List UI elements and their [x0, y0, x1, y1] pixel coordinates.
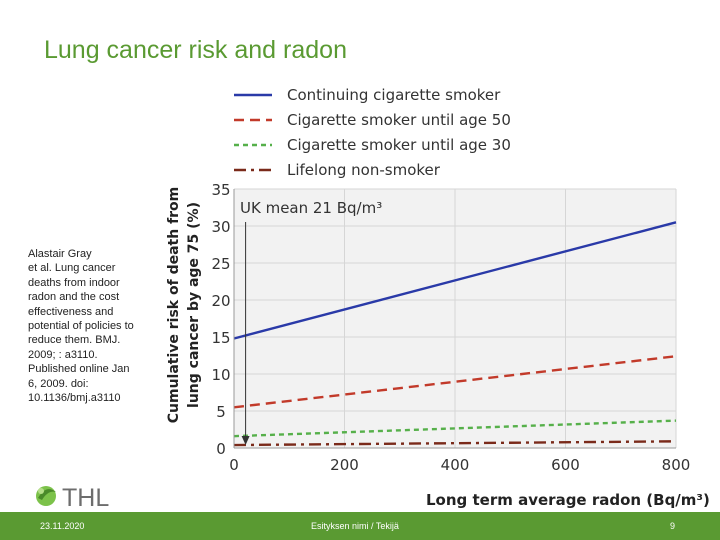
x-tick-label: 600: [551, 456, 580, 474]
y-tick-label: 5: [216, 403, 226, 421]
slide-title: Lung cancer risk and radon: [44, 36, 347, 64]
legend-label-1: Continuing cigarette smoker: [287, 86, 501, 104]
chart-legend: Continuing cigarette smoker Cigarette smo…: [234, 86, 511, 179]
y-tick-label: 15: [211, 329, 230, 347]
series-line-3: [233, 419, 677, 438]
annotation-label: UK mean 21 Bq/m³: [240, 199, 382, 217]
x-tick-label: 200: [330, 456, 359, 474]
lung-cancer-radon-chart: Continuing cigarette smoker Cigarette smo…: [166, 86, 710, 509]
x-tick-label: 400: [441, 456, 470, 474]
citation-text: Alastair Gray et al. Lung cancer deaths …: [28, 248, 134, 405]
gridlines: [234, 188, 677, 448]
series-line-2: [233, 355, 677, 409]
legend-label-3: Cigarette smoker until age 30: [287, 136, 511, 154]
footer-bar: 23.11.2020 Esityksen nimi / Tekijä 9: [0, 512, 720, 540]
series-line-1: [233, 221, 677, 340]
footer-page-number: 9: [670, 521, 676, 531]
legend-label-4: Lifelong non-smoker: [287, 161, 441, 179]
y-tick-label: 35: [211, 181, 230, 199]
annotation-arrow: [241, 436, 250, 445]
annotation-group: UK mean 21 Bq/m³: [240, 199, 382, 445]
thl-logo-text: THL: [62, 484, 109, 512]
x-axis-label: Long term average radon (Bq/m³): [426, 491, 710, 509]
y-tick-label: 20: [211, 292, 230, 310]
thl-logo: THL: [36, 484, 109, 512]
axes-group: 0 5 10 15 20 25 30 35 0 200 400 600 800 Long term ave…: [166, 181, 710, 509]
y-tick-label: 25: [211, 255, 230, 273]
series-line-4: [233, 440, 677, 447]
y-axis-label-line1: Cumulative risk of death from: [166, 187, 182, 424]
y-tick-label: 30: [211, 218, 230, 236]
y-axis-label-line2: lung cancer by age 75 (%): [186, 202, 202, 408]
x-tick-label: 800: [662, 456, 691, 474]
legend-label-2: Cigarette smoker until age 50: [287, 111, 511, 129]
x-tick-label: 0: [229, 456, 239, 474]
footer-author: Esityksen nimi / Tekijä: [311, 521, 399, 531]
y-tick-label: 0: [216, 440, 226, 458]
series-group: [233, 221, 677, 447]
footer-date: 23.11.2020: [40, 521, 85, 531]
y-tick-label: 10: [211, 366, 230, 384]
